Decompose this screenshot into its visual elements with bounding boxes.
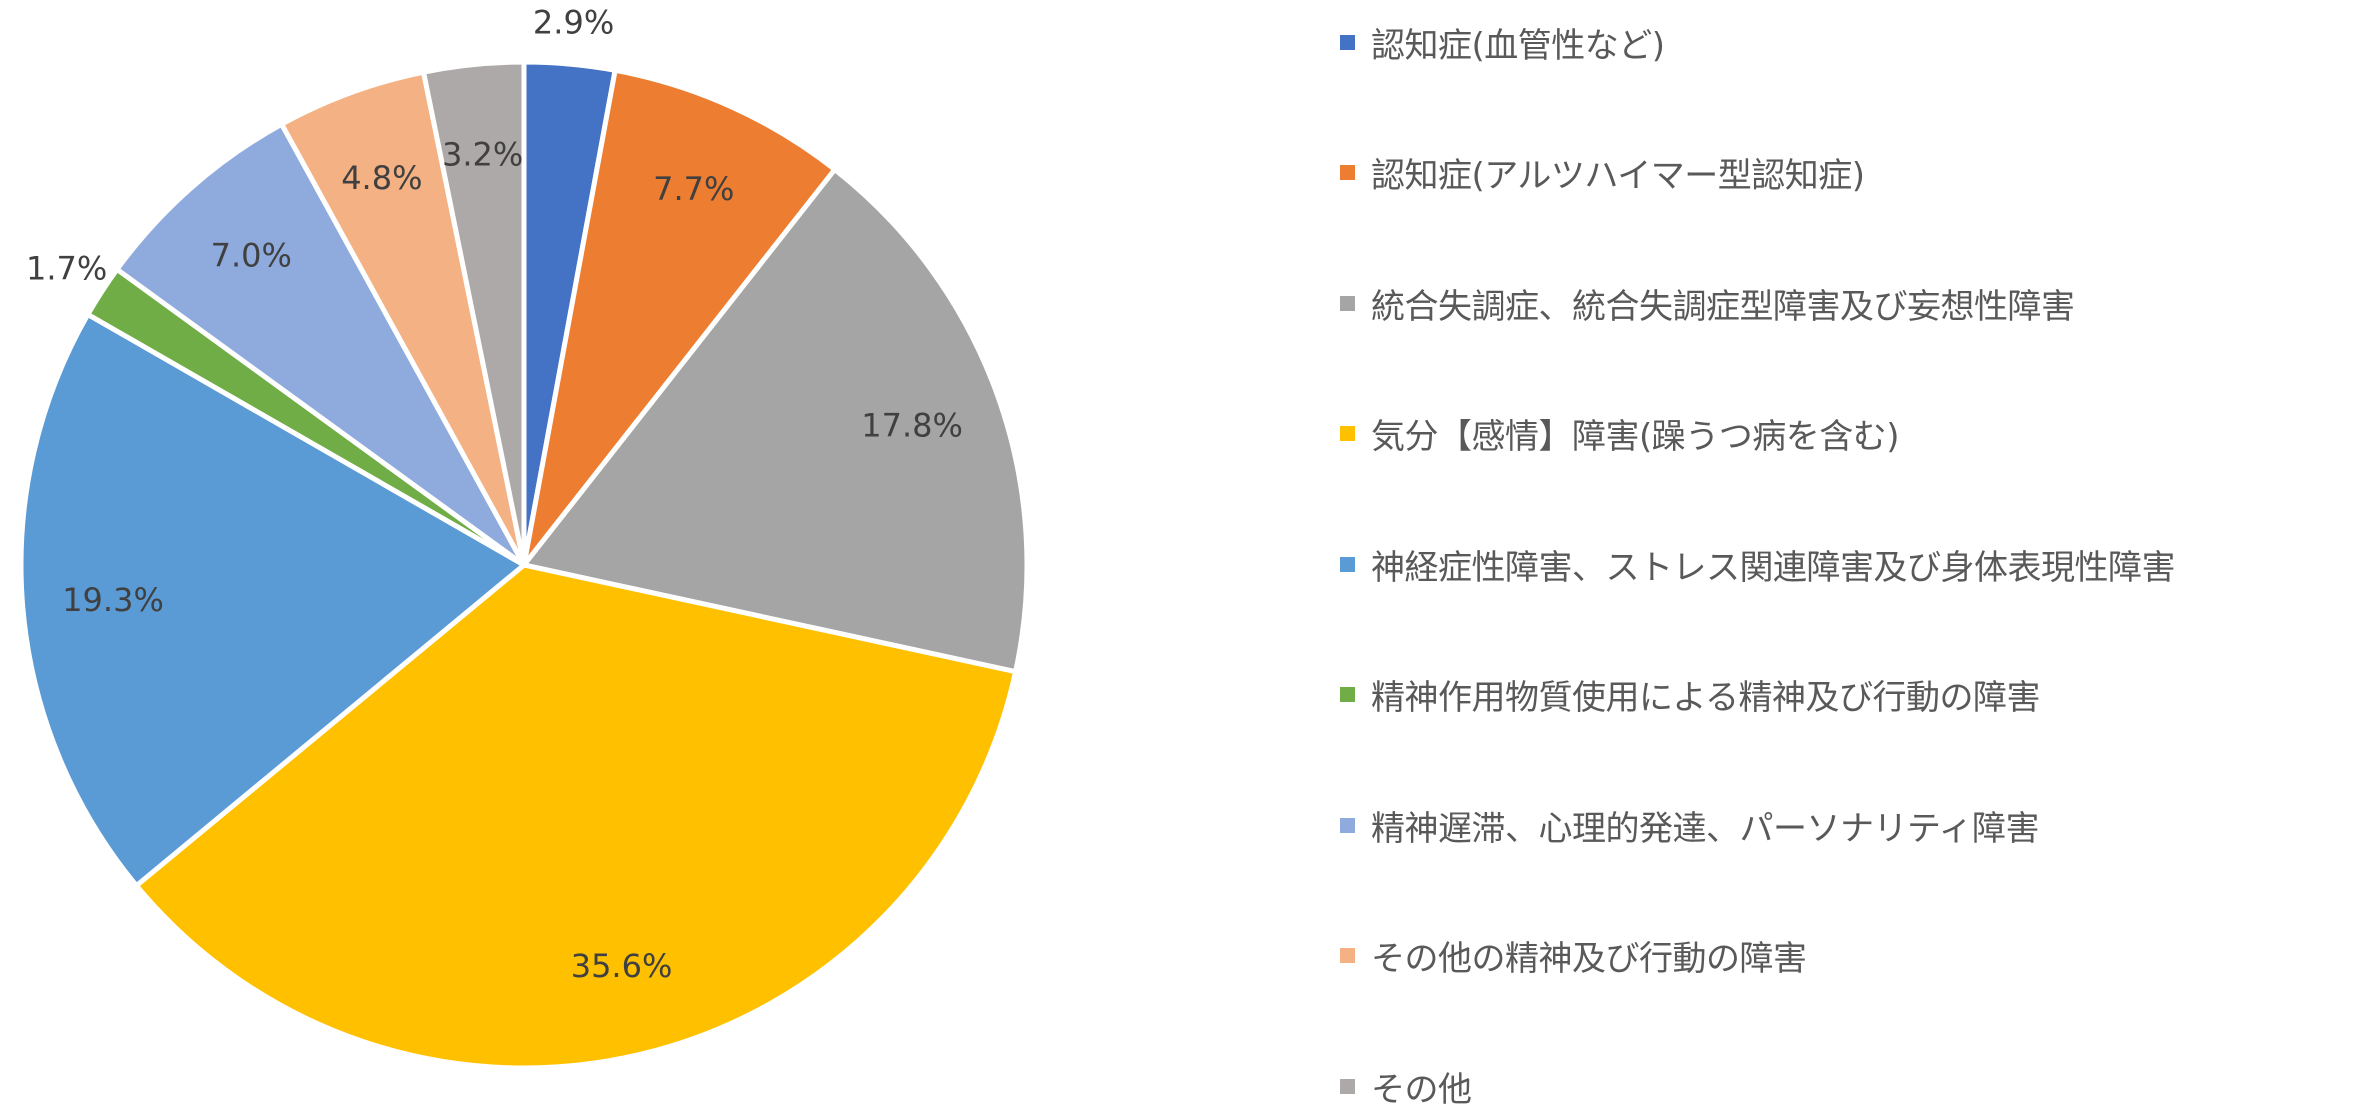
legend-label: 精神作用物質使用による精神及び行動の障害 — [1371, 678, 2040, 718]
pie-slice — [114, 121, 527, 568]
pie-slice — [279, 69, 527, 568]
legend-label: 認知症(アルツハイマー型認知症) — [1371, 156, 1865, 196]
legend-label: 精神遅滞、心理的発達、パーソナリティ障害 — [1371, 808, 2039, 849]
legend-swatch — [1340, 556, 1355, 572]
legend-label: 神経症性障害、ストレス関連障害及び身体表現性障害 — [1371, 547, 2176, 588]
pie-data-label: 7.0% — [211, 237, 292, 275]
legend-swatch — [1340, 165, 1355, 180]
legend-item: 精神遅滞、心理的発達、パーソナリティ障害 — [1340, 795, 2039, 855]
pie-data-label: 35.6% — [571, 947, 673, 985]
legend-label: 統合失調症、統合失調症型障害及び妄想性障害 — [1371, 286, 2075, 327]
legend-swatch — [1340, 687, 1355, 702]
legend-swatch — [1340, 426, 1355, 441]
pie-data-label: 4.8% — [341, 159, 422, 197]
pie-slice — [18, 311, 527, 889]
legend-item: 気分【感情】障害(躁うつ病を含む) — [1340, 404, 1900, 464]
legend-swatch — [1340, 34, 1355, 50]
pie-data-label: 3.2% — [442, 136, 523, 174]
pie-data-label: 17.8% — [861, 406, 963, 444]
legend-item: その他 — [1340, 1056, 1472, 1116]
pie-slice — [421, 59, 527, 568]
pie-slices — [18, 59, 1030, 1071]
pie-slice — [521, 166, 1030, 675]
legend-swatch — [1340, 295, 1355, 311]
legend-label: 気分【感情】障害(躁うつ病を含む) — [1371, 417, 1900, 457]
pie-data-label: 19.3% — [62, 581, 164, 619]
pie-data-labels: 2.9% 7.7% 17.8% 35.6% 19.3% 1.7% 7.0% 4.8% 3.2% — [26, 3, 963, 984]
legend-item: 認知症(アルツハイマー型認知症) — [1340, 143, 1865, 203]
legend-label: その他 — [1371, 1069, 1472, 1110]
pie-chart: 2.9% 7.7% 17.8% 35.6% 19.3% 1.7% 7.0% 4.8% 3.2% — [18, 3, 1030, 1071]
pie-data-label: 7.7% — [653, 170, 734, 208]
legend-item: 統合失調症、統合失調症型障害及び妄想性障害 — [1340, 273, 2075, 333]
pie-data-label: 2.9% — [533, 3, 614, 41]
legend-label: 認知症(血管性など) — [1371, 25, 1665, 66]
legend-item: 認知症(血管性など) — [1340, 12, 1665, 72]
legend-swatch — [1340, 817, 1355, 833]
legend-swatch — [1340, 1078, 1355, 1094]
legend-label: その他の精神及び行動の障害 — [1371, 939, 1807, 979]
legend-swatch — [1340, 948, 1355, 963]
pie-slice — [133, 562, 1019, 1071]
pie-data-label: 1.7% — [26, 250, 107, 288]
legend-item: 精神作用物質使用による精神及び行動の障害 — [1340, 665, 2040, 725]
legend-item: 神経症性障害、ストレス関連障害及び身体表現性障害 — [1340, 534, 2176, 594]
legend-item: その他の精神及び行動の障害 — [1340, 926, 1807, 986]
pie-slice — [521, 67, 838, 568]
